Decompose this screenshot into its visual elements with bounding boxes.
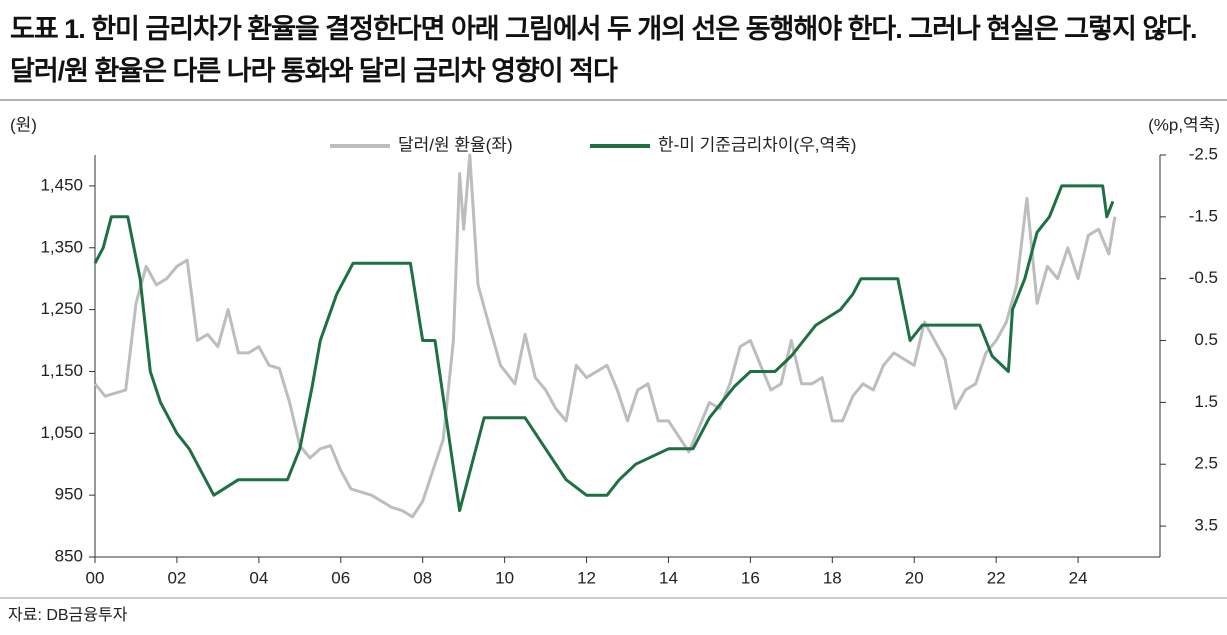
data-line (93, 184, 1115, 513)
y-axis-unit: (원) (10, 115, 37, 134)
y-tick-label: 1,450 (40, 175, 83, 194)
y-tick-label: 1,250 (40, 299, 83, 318)
x-tick-label: 10 (495, 568, 514, 587)
x-tick-label: 22 (987, 568, 1006, 587)
x-tick-label: 24 (1069, 568, 1088, 587)
y2-tick-label: -2.5 (1189, 144, 1218, 163)
y-tick-label: 950 (55, 485, 83, 504)
data-line (93, 153, 1117, 519)
x-tick-label: 08 (413, 568, 432, 587)
x-tick-label: 18 (823, 568, 842, 587)
x-tick-label: 12 (577, 568, 596, 587)
source-note: 자료: DB금융투자 (8, 606, 128, 624)
y2-tick-label: 3.5 (1194, 516, 1218, 535)
y2-tick-label: -0.5 (1189, 268, 1218, 287)
y-tick-label: 1,150 (40, 361, 83, 380)
y2-axis-unit: (%p,역축) (1148, 115, 1220, 134)
y2-tick-label: 2.5 (1194, 454, 1218, 473)
x-tick-label: 00 (86, 568, 105, 587)
x-tick-label: 20 (905, 568, 924, 587)
y-tick-label: 1,350 (40, 237, 83, 256)
chart-title: 도표 1. 한미 금리차가 환율을 결정한다면 아래 그림에서 두 개의 선은 … (10, 14, 1198, 86)
legend-label: 달러/원 환율(좌) (398, 135, 513, 154)
x-tick-label: 02 (167, 568, 186, 587)
y2-tick-label: 1.5 (1194, 392, 1218, 411)
x-tick-label: 14 (659, 568, 678, 587)
legend-label: 한-미 기준금리차이(우,역축) (658, 135, 856, 154)
x-tick-label: 16 (741, 568, 760, 587)
y-tick-label: 850 (55, 546, 83, 565)
y-tick-label: 1,050 (40, 423, 83, 442)
x-tick-label: 04 (249, 568, 268, 587)
x-tick-label: 06 (331, 568, 350, 587)
y2-tick-label: -1.5 (1189, 206, 1218, 225)
y2-tick-label: 0.5 (1194, 330, 1218, 349)
